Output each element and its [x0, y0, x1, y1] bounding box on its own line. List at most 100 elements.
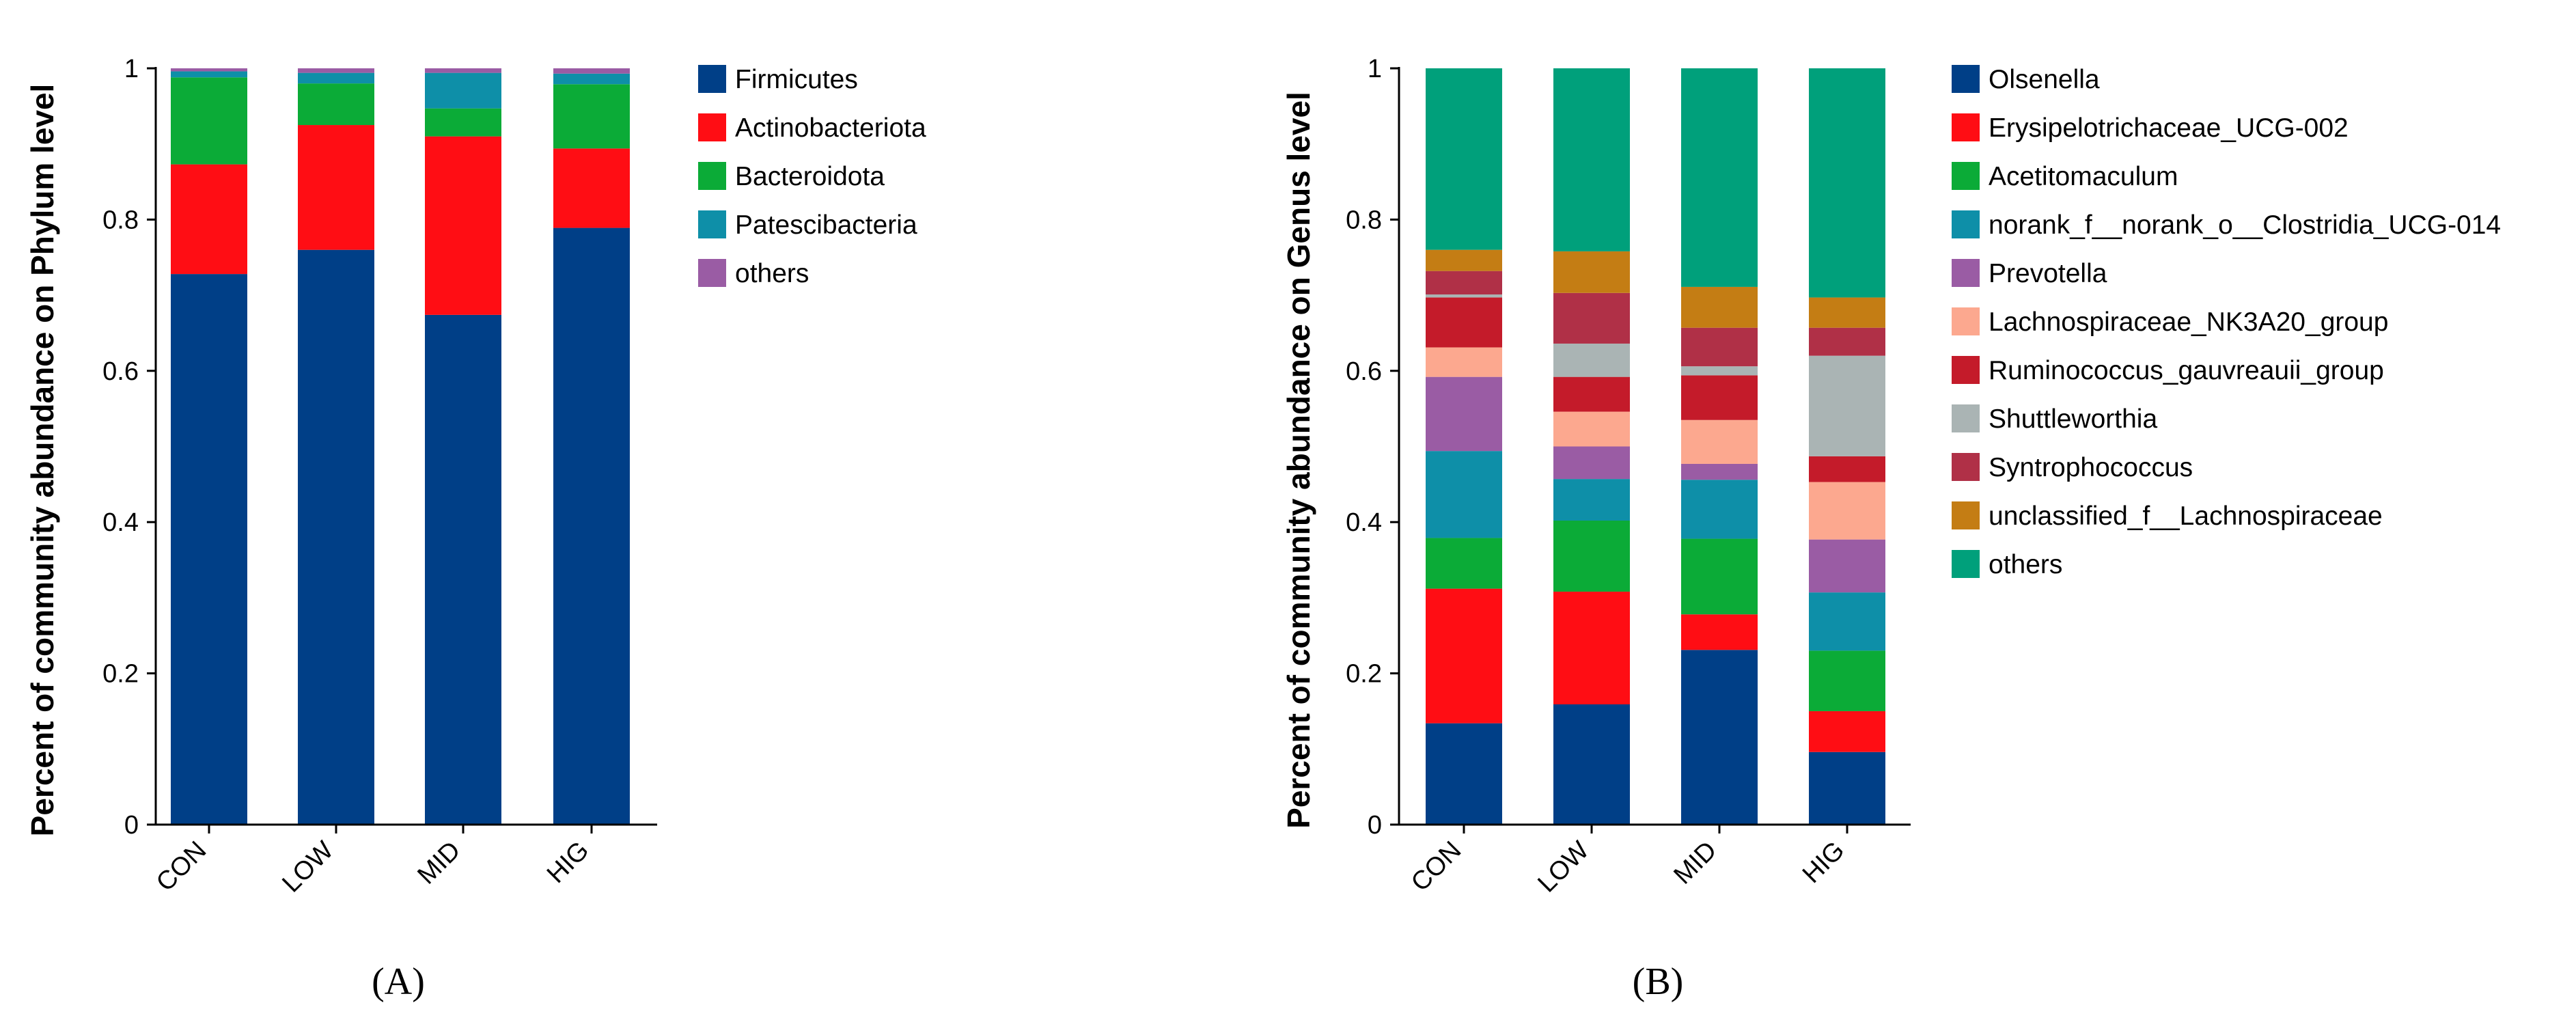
bar-segment-mid-olsenella: [1681, 650, 1758, 825]
y-tick-label: 0.2: [102, 660, 139, 689]
legend-label: Olsenella: [1989, 65, 2100, 94]
y-axis-title: Percent of community abundance on Genus …: [1281, 92, 1316, 829]
bar-segment-mid-prevotella: [1681, 463, 1758, 480]
bar-segment-low-unclassified-f-lachnospiraceae: [1553, 251, 1630, 293]
legend-label: Erysipelotrichaceae_UCG-002: [1989, 113, 2349, 143]
bar-segment-con-firmicutes: [171, 274, 247, 825]
y-tick-label: 0.8: [1346, 206, 1382, 234]
y-tick-label: 0: [124, 811, 139, 840]
bar-segment-low-firmicutes: [298, 249, 374, 825]
bar-segment-con-ruminococcus-gauvreauii-group: [1426, 297, 1502, 348]
bar-segment-hig-norank-f-norank-o-clostridia-ucg-014: [1809, 592, 1885, 651]
bar-segment-mid-norank-f-norank-o-clostridia-ucg-014: [1681, 480, 1758, 539]
y-tick-label: 0.6: [1346, 357, 1382, 386]
bar-segment-hig-syntrophococcus: [1809, 327, 1885, 356]
x-tick-label-hig: HIG: [542, 836, 594, 889]
bar-segment-mid-others: [1681, 68, 1758, 287]
bar-segment-low-acetitomaculum: [1553, 520, 1630, 592]
y-tick-label: 1: [124, 55, 139, 83]
panel-b-genus-chart: 0 0.2 0.4 0.6 0.8 1 CON LOW MID HIG Percent of com…: [1281, 55, 2501, 1003]
bar-segment-mid-actinobacteriota: [425, 136, 501, 315]
legend-label: others: [735, 259, 809, 288]
legend-swatch: [1952, 453, 1980, 481]
y-tick-label: 1: [1368, 55, 1382, 83]
legend-swatch: [1952, 307, 1980, 335]
bar-segment-low-shuttleworthia: [1553, 343, 1630, 377]
y-tick-label: 0.6: [102, 357, 139, 386]
legend-label: Prevotella: [1989, 259, 2107, 288]
legend-label: Patescibacteria: [735, 210, 917, 240]
legend-swatch: [1952, 113, 1980, 141]
bar-segment-hig-others: [1809, 68, 1885, 298]
bar-segment-low-norank-f-norank-o-clostridia-ucg-014: [1553, 479, 1630, 521]
x-tick-label-con: CON: [1406, 836, 1467, 897]
bar-segment-hig-ruminococcus-gauvreauii-group: [1809, 456, 1885, 482]
legend-swatch: [1952, 404, 1980, 432]
bar-segment-mid-syntrophococcus: [1681, 327, 1758, 367]
bar-segment-mid-ruminococcus-gauvreauii-group: [1681, 375, 1758, 420]
legend-swatch: [1952, 356, 1980, 384]
legend-label: others: [1989, 550, 2062, 579]
bar-segment-hig-patescibacteria: [553, 73, 630, 85]
bar-segment-hig-unclassified-f-lachnospiraceae: [1809, 297, 1885, 328]
bar-segment-mid-patescibacteria: [425, 72, 501, 109]
bar-segment-low-lachnospiraceae-nk3a20-group: [1553, 411, 1630, 447]
y-tick-label: 0: [1368, 811, 1382, 840]
bar-segment-con-syntrophococcus: [1426, 271, 1502, 294]
legend-swatch: [1952, 501, 1980, 529]
bar-segment-mid-erysipelotrichaceae-ucg-002: [1681, 614, 1758, 650]
bar-segment-hig-olsenella: [1809, 752, 1885, 825]
bar-segment-hig-erysipelotrichaceae-ucg-002: [1809, 711, 1885, 752]
x-tick-label-low: LOW: [277, 836, 339, 898]
bar-segment-hig-actinobacteriota: [553, 148, 630, 228]
bar-segment-hig-firmicutes: [553, 228, 630, 825]
legend-label: norank_f__norank_o__Clostridia_UCG-014: [1989, 210, 2501, 240]
y-tick-label: 0.8: [102, 206, 139, 234]
panel-label: (A): [372, 961, 425, 1003]
x-tick-label-low: LOW: [1532, 836, 1594, 898]
legend-swatch: [1952, 162, 1980, 190]
bar-segment-low-prevotella: [1553, 446, 1630, 480]
bar-segment-mid-bacteroidota: [425, 108, 501, 137]
x-tick-label-mid: MID: [412, 836, 466, 890]
bar-segment-mid-lachnospiraceae-nk3a20-group: [1681, 419, 1758, 464]
bar-segment-mid-acetitomaculum: [1681, 538, 1758, 615]
bar-segment-low-actinobacteriota: [298, 125, 374, 250]
bar-segment-con-patescibacteria: [171, 71, 247, 78]
legend-swatch: [698, 162, 726, 190]
legend-swatch: [1952, 550, 1980, 578]
bar-segment-low-syntrophococcus: [1553, 292, 1630, 344]
y-tick-label: 0.4: [102, 508, 139, 537]
bar-segment-con-shuttleworthia: [1426, 294, 1502, 298]
legend-swatch: [698, 65, 726, 93]
legend-swatch: [698, 210, 726, 238]
legend-swatch: [1952, 259, 1980, 287]
bar-segment-hig-bacteroidota: [553, 84, 630, 149]
legend-label: unclassified_f__Lachnospiraceae: [1989, 501, 2383, 531]
panel-label: (B): [1633, 961, 1684, 1003]
bar-segment-con-olsenella: [1426, 723, 1502, 825]
bar-segment-con-actinobacteriota: [171, 164, 247, 275]
bar-segment-con-acetitomaculum: [1426, 538, 1502, 589]
bar-segment-con-others: [171, 68, 247, 72]
bar-segment-mid-others: [425, 68, 501, 73]
legend-swatch: [698, 113, 726, 141]
bar-segment-con-prevotella: [1426, 376, 1502, 452]
bar-segment-low-ruminococcus-gauvreauii-group: [1553, 376, 1630, 412]
bar-segment-mid-unclassified-f-lachnospiraceae: [1681, 286, 1758, 328]
legend-label: Acetitomaculum: [1989, 162, 2178, 191]
legend-swatch: [698, 259, 726, 287]
bar-segment-con-norank-f-norank-o-clostridia-ucg-014: [1426, 451, 1502, 538]
bar-segment-mid-shuttleworthia: [1681, 366, 1758, 376]
bar-segment-low-others: [298, 68, 374, 73]
bar-segment-con-unclassified-f-lachnospiraceae: [1426, 249, 1502, 271]
legend-label: Lachnospiraceae_NK3A20_group: [1989, 307, 2388, 337]
panel-a-phylum-chart: 0 0.2 0.4 0.6 0.8 1 CON LOW MID HIG Percent of com…: [25, 55, 926, 1003]
bar-segment-low-erysipelotrichaceae-ucg-002: [1553, 592, 1630, 704]
x-tick-label-con: CON: [151, 836, 212, 897]
bar-segment-con-erysipelotrichaceae-ucg-002: [1426, 588, 1502, 723]
legend-swatch: [1952, 65, 1980, 93]
bar-segment-low-bacteroidota: [298, 83, 374, 126]
bar-segment-hig-others: [553, 68, 630, 74]
bar-segment-con-lachnospiraceae-nk3a20-group: [1426, 347, 1502, 377]
